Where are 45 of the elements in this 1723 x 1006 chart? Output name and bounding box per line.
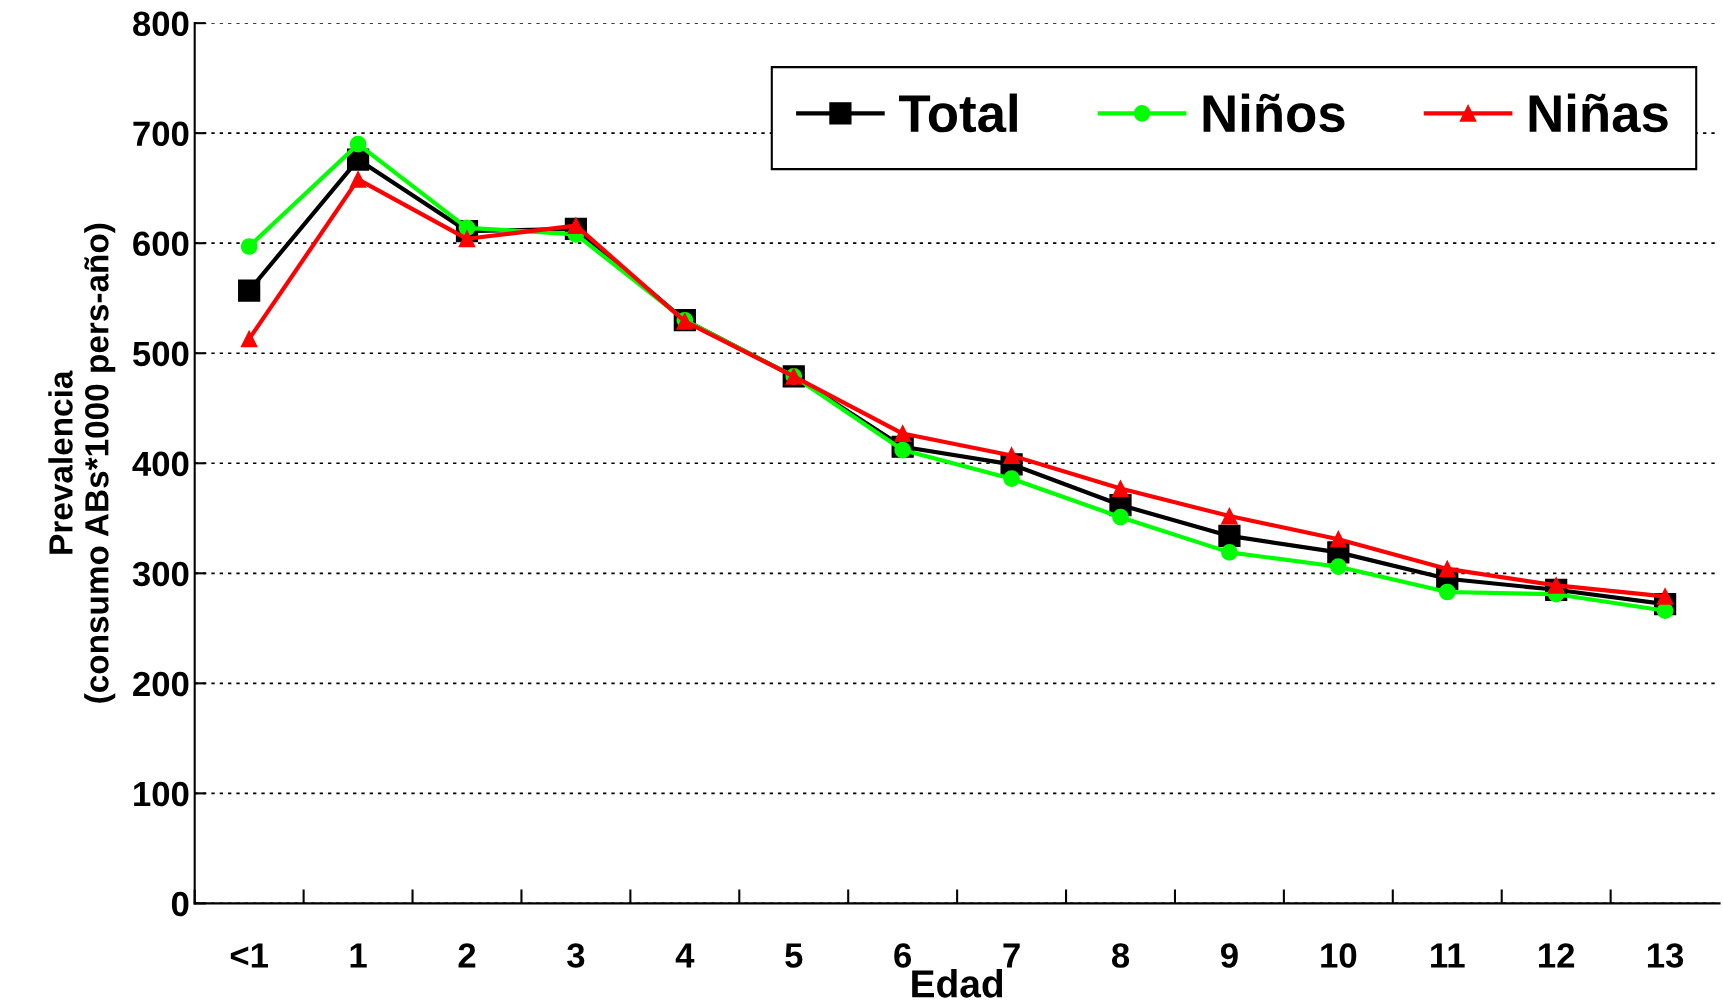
x-tick-label: 12 xyxy=(1539,943,1575,968)
x-axis-title: Edad xyxy=(912,969,1003,998)
y-tick-label: 500 xyxy=(132,341,189,367)
point xyxy=(1112,508,1129,526)
y-tick-label: 0 xyxy=(171,891,189,917)
y-tick-label: 800 xyxy=(133,11,189,37)
point xyxy=(1221,507,1238,525)
point xyxy=(238,279,261,302)
point xyxy=(1003,447,1020,464)
legend-label: Niños xyxy=(1203,93,1345,133)
y-tick-label: 100 xyxy=(134,781,189,807)
point xyxy=(349,171,367,188)
point xyxy=(1438,583,1456,601)
y-tick-label: 700 xyxy=(133,121,189,147)
x-tick-label: 2 xyxy=(458,943,476,968)
x-tick-label: 6 xyxy=(894,943,912,968)
point xyxy=(240,330,258,348)
point xyxy=(894,425,912,442)
x-tick-label: <1 xyxy=(230,943,268,968)
point xyxy=(240,238,258,255)
x-tick-label: 4 xyxy=(675,943,695,968)
x-tick-label: 11 xyxy=(1431,943,1465,968)
point xyxy=(1003,470,1020,488)
x-tick-label: 5 xyxy=(785,943,803,968)
point xyxy=(1221,544,1238,561)
point xyxy=(1330,558,1347,576)
y-tick-label: 300 xyxy=(132,561,189,587)
point xyxy=(349,135,367,153)
x-tick-label: 3 xyxy=(567,943,585,968)
x-tick-label: 1 xyxy=(350,943,367,968)
x-tick-label: 9 xyxy=(1220,943,1238,968)
y-tick-label: 400 xyxy=(132,451,189,477)
point xyxy=(1438,560,1456,578)
y-tick-label: 200 xyxy=(133,671,189,697)
x-tick-label: 7 xyxy=(1003,943,1020,968)
x-tick-label: 10 xyxy=(1321,943,1357,968)
x-tick-label: 8 xyxy=(1111,943,1130,968)
legend-label: Total xyxy=(899,93,1017,133)
point xyxy=(1112,480,1129,497)
legend-label: Niñas xyxy=(1529,93,1668,133)
point xyxy=(1330,530,1347,548)
x-tick-label: 13 xyxy=(1647,943,1684,968)
y-tick-label: 600 xyxy=(133,231,189,257)
point xyxy=(1218,524,1241,547)
y-axis-title: Prevalencia (consumo ABs*1000 pers-año) xyxy=(48,223,116,703)
